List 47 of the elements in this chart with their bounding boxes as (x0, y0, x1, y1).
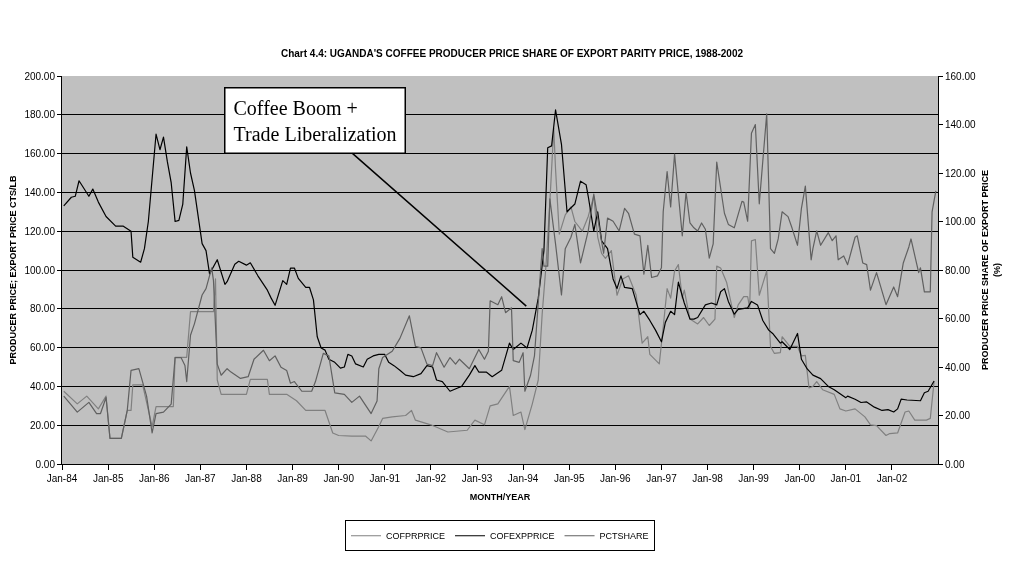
x-axis-title: MONTH/YEAR (469, 491, 531, 502)
x-tick-label: Jan-87 (185, 473, 217, 484)
x-tick-label: Jan-86 (138, 473, 170, 484)
x-tick-label: Jan-01 (830, 473, 862, 484)
x-tick-label: Jan-97 (646, 473, 678, 484)
x-tick-label: Jan-99 (738, 473, 770, 484)
y-tick-label: 40.00 (29, 380, 56, 392)
y2-axis-title: PRODUCER PRICE SHARE OF EXPORT PRICE (%) (979, 169, 1002, 371)
y-tick-label: 200.00 (24, 70, 56, 82)
legend-label: PCTSHARE (599, 531, 649, 542)
x-tick-label: Jan-96 (599, 473, 631, 484)
x-tick-label: Jan-95 (553, 473, 585, 484)
y-tick-label: 60.00 (29, 342, 56, 354)
x-tick-label: Jan-90 (323, 473, 355, 484)
y-tick-label: 180.00 (24, 109, 56, 121)
x-tick-label: Jan-88 (231, 473, 263, 484)
y-tick-label: 0.00 (35, 458, 56, 470)
legend-label: COFPRPRICE (386, 531, 446, 542)
y-tick-label: 100.00 (24, 264, 56, 276)
chart-title: Chart 4.4: UGANDA'S COFFEE PRODUCER PRICE SHARE OF EXPORT PARITY PRICE, 1988-2002 (280, 47, 744, 59)
annotation: Coffee Boom + Trade Liberalization (233, 96, 397, 145)
y2-tick-label: 120.00 (945, 167, 977, 179)
x-tick-label: Jan-98 (692, 473, 724, 484)
legend-label: COFEXPPRICE (490, 531, 555, 542)
x-tick-label: Jan-85 (92, 473, 124, 484)
y2-tick-label: 80.00 (945, 264, 971, 276)
y-tick-label: 20.00 (29, 419, 56, 431)
x-tick-label: Jan-91 (369, 473, 401, 484)
y-axis-title: PRODUCER PRICE; EXPORT PRICE CTS/LB (7, 175, 18, 365)
y2-tick-label: 60.00 (945, 313, 971, 324)
x-tick-label: Jan-94 (507, 473, 539, 484)
y-tick-label: 80.00 (29, 303, 56, 315)
x-tick-label: Jan-92 (415, 473, 447, 484)
y2-tick-label: 20.00 (945, 410, 971, 421)
y2-tick-label: 0.00 (945, 458, 965, 470)
y-tick-label: 140.00 (24, 186, 56, 198)
x-tick-label: Jan-84 (46, 473, 78, 484)
x-tick-label: Jan-00 (784, 473, 816, 484)
y2-tick-label: 40.00 (945, 361, 971, 373)
x-tick-label: Jan-02 (876, 473, 908, 484)
y-tick-label: 160.00 (24, 148, 56, 160)
y2-tick-label: 160.00 (945, 70, 977, 82)
x-tick-label: Jan-93 (461, 473, 493, 484)
x-tick-label: Jan-89 (277, 473, 309, 484)
y2-tick-label: 100.00 (945, 216, 977, 227)
y2-tick-label: 140.00 (945, 119, 977, 130)
y-tick-label: 120.00 (24, 225, 56, 237)
